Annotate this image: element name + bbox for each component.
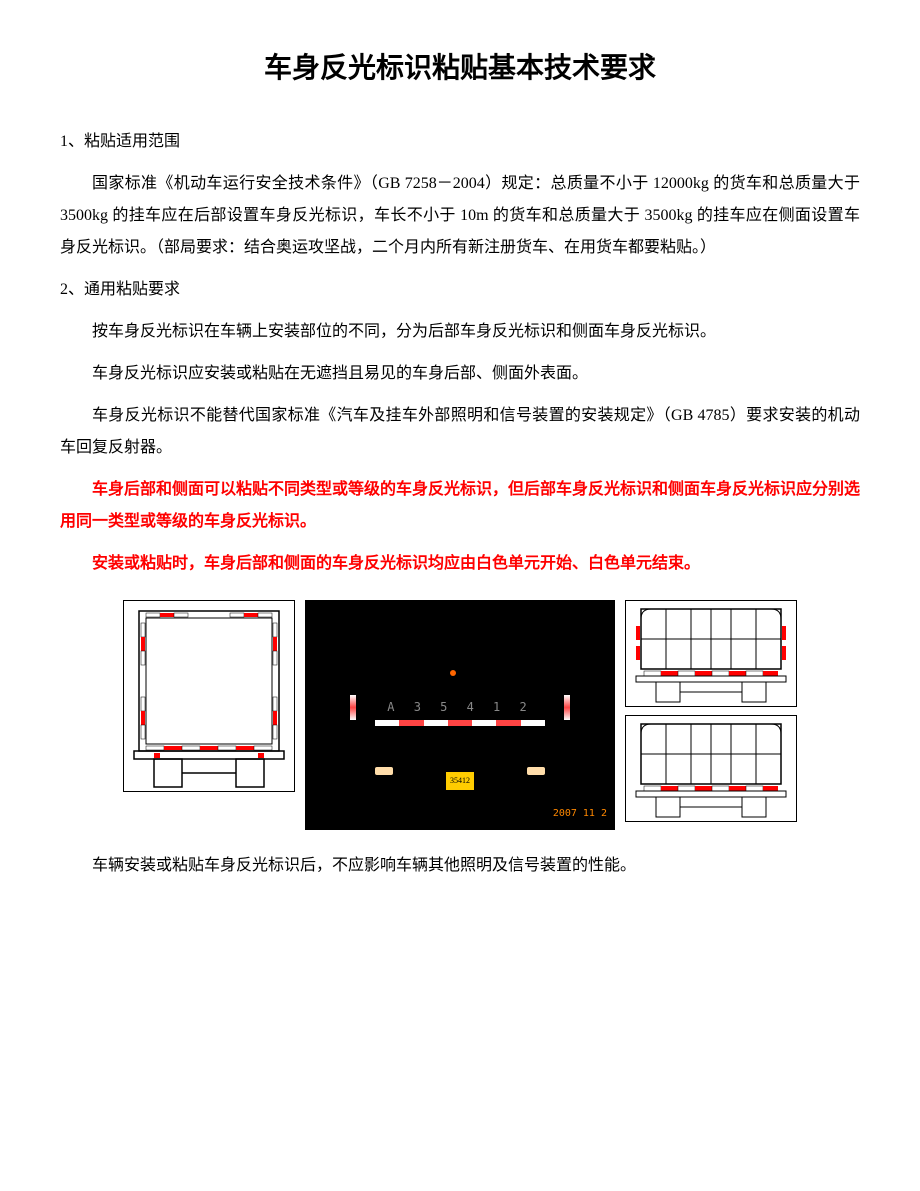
truck-diagram-open-top [625,600,797,707]
truck-diagram-stack [625,600,797,822]
section2-para2: 车身反光标识应安装或粘贴在无遮挡且易见的车身后部、侧面外表面。 [60,358,860,390]
photo-timestamp: 2007 11 2 [553,804,607,824]
footer-para: 车辆安装或粘贴车身反光标识后，不应影响车辆其他照明及信号装置的性能。 [60,850,860,882]
truck-diagram-closed [123,600,295,792]
section1-heading: 1、粘贴适用范围 [60,126,860,158]
photo-license-text: A 3 5 4 1 2 [387,695,532,719]
truck-diagram-open-bottom [625,715,797,822]
section1-para1: 国家标准《机动车运行安全技术条件》（GB 7258－2004）规定：总质量不小于… [60,168,860,264]
images-row: A 3 5 4 1 2 35412 2007 11 2 [60,600,860,830]
section2-heading: 2、通用粘贴要求 [60,274,860,306]
section2-para5-red: 安装或粘贴时，车身后部和侧面的车身反光标识均应由白色单元开始、白色单元结束。 [60,548,860,580]
section2-para1: 按车身反光标识在车辆上安装部位的不同，分为后部车身反光标识和侧面车身反光标识。 [60,316,860,348]
page-title: 车身反光标识粘贴基本技术要求 [60,40,860,96]
section2-para3: 车身反光标识不能替代国家标准《汽车及挂车外部照明和信号装置的安装规定》（GB 4… [60,400,860,464]
photo-plate: 35412 [446,772,474,790]
section2-para4-red: 车身后部和侧面可以粘贴不同类型或等级的车身反光标识，但后部车身反光标识和侧面车身… [60,474,860,538]
truck-night-photo: A 3 5 4 1 2 35412 2007 11 2 [305,600,615,830]
